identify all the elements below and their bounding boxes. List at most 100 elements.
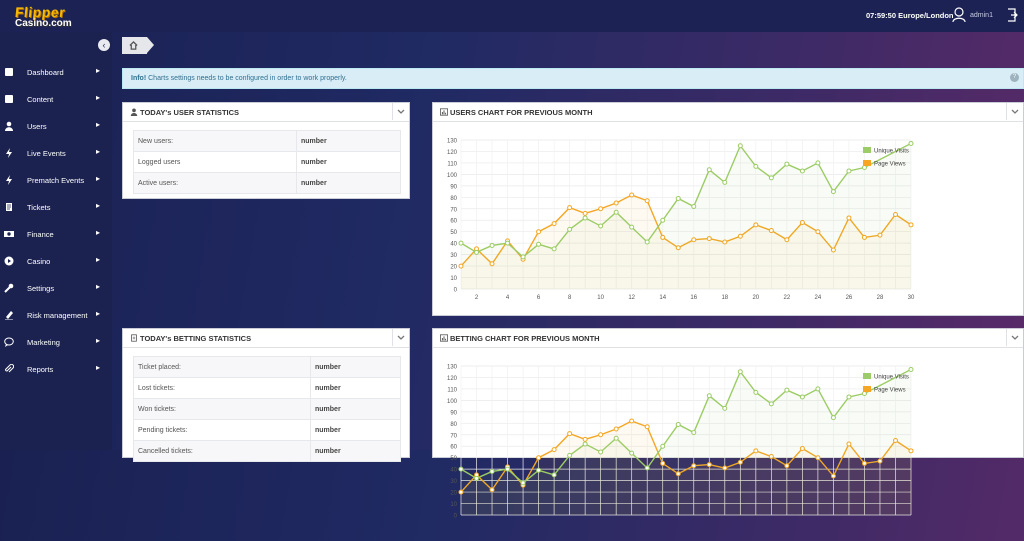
- panel-header: TODAY's BETTING STATISTICS: [123, 329, 409, 348]
- breadcrumb-home[interactable]: [122, 37, 147, 54]
- x-tick-label: 16: [690, 295, 697, 301]
- series-point: [784, 161, 790, 167]
- chevron-down-icon: [397, 109, 405, 114]
- y-tick-label: 70: [450, 207, 457, 213]
- chevron-right-icon: ▸: [96, 201, 101, 210]
- series-point: [567, 205, 573, 211]
- x-tick-label: 4: [506, 295, 510, 301]
- speech-bubble-icon: [4, 337, 14, 347]
- user-avatar-icon[interactable]: [952, 7, 966, 23]
- series-point: [722, 179, 728, 185]
- table-row: Pending tickets: number: [133, 419, 401, 441]
- series-point: [613, 435, 619, 441]
- series-point: [737, 143, 743, 149]
- series-point: [892, 212, 898, 217]
- x-tick-label: 12: [628, 295, 635, 301]
- table-row: Cancelled tickets: number: [133, 440, 401, 462]
- table-row: Lost tickets: number: [133, 377, 401, 399]
- panel-collapse-button[interactable]: [1006, 329, 1023, 346]
- series-point: [613, 426, 619, 432]
- y-tick-label: 30: [450, 479, 457, 485]
- logo-line2: Casino.com: [15, 18, 72, 29]
- series-point: [722, 405, 728, 411]
- series-point: [861, 165, 867, 171]
- stat-value: number: [310, 356, 401, 378]
- document-icon: [131, 334, 137, 342]
- y-tick-label: 110: [447, 161, 457, 167]
- sidebar-collapse-button[interactable]: ‹: [98, 39, 110, 51]
- series-line: [460, 142, 912, 258]
- chevron-right-icon: ▸: [96, 66, 101, 75]
- bar-chart-icon: [440, 334, 448, 342]
- user-icon: [130, 108, 138, 116]
- sidebar-item-marketing[interactable]: Marketing ▸: [0, 329, 112, 356]
- series-point: [784, 387, 790, 393]
- y-tick-label: 50: [450, 230, 457, 236]
- sidebar-item-tickets[interactable]: Tickets ▸: [0, 194, 112, 221]
- series-point: [629, 192, 635, 198]
- sidebar-item-live-events[interactable]: Live Events ▸: [0, 140, 112, 167]
- panel-title: TODAY's USER STATISTICS: [140, 108, 240, 117]
- series-point: [629, 418, 635, 424]
- info-help-icon[interactable]: ?: [1010, 73, 1019, 82]
- y-tick-label: 30: [450, 253, 457, 259]
- sidebar-item-settings[interactable]: Settings ▸: [0, 275, 112, 302]
- sidebar-item-label: Prematch Events: [27, 176, 85, 185]
- series-point: [458, 263, 464, 269]
- sidebar-item-prematch-events[interactable]: Prematch Events ▸: [0, 167, 112, 194]
- series-point: [660, 443, 666, 449]
- series-point: [861, 234, 867, 240]
- y-tick-label: 90: [450, 184, 457, 190]
- panel-collapse-button[interactable]: [392, 103, 409, 120]
- y-tick-label: 70: [450, 433, 457, 439]
- y-tick-label: 100: [447, 173, 458, 179]
- sidebar-item-reports[interactable]: Reports ▸: [0, 356, 112, 383]
- sidebar-item-label: Tickets: [27, 203, 51, 212]
- series-point: [644, 424, 650, 430]
- info-label: Info!: [131, 75, 147, 82]
- series-point: [877, 232, 883, 238]
- series-point: [815, 386, 821, 392]
- sidebar-item-users[interactable]: Users ▸: [0, 113, 112, 140]
- sidebar-item-risk-management[interactable]: Risk management ▸: [0, 302, 112, 329]
- sidebar-item-dashboard[interactable]: Dashboard ▸: [0, 59, 112, 86]
- sidebar-item-finance[interactable]: Finance ▸: [0, 221, 112, 248]
- book-icon: [5, 68, 13, 76]
- home-icon: [129, 41, 138, 50]
- legend-swatch: [863, 373, 871, 379]
- series-point: [846, 394, 852, 400]
- username[interactable]: admin1: [970, 12, 993, 19]
- stat-value: number: [296, 130, 401, 152]
- panel-collapse-button[interactable]: [1006, 103, 1023, 120]
- logout-icon[interactable]: [1006, 7, 1018, 23]
- bar-chart-icon: [440, 108, 448, 116]
- x-tick-label: 8: [568, 295, 572, 301]
- panel-collapse-button[interactable]: [392, 329, 409, 346]
- y-tick-label: 10: [450, 502, 457, 508]
- series-point: [846, 215, 852, 221]
- stat-value: number: [310, 419, 401, 441]
- play-circle-icon: [4, 256, 14, 266]
- logo[interactable]: Flipper Casino.com: [13, 4, 95, 29]
- series-point: [567, 452, 573, 458]
- series-point: [644, 239, 650, 245]
- ticket-icon: [6, 203, 12, 211]
- series-point: [691, 237, 697, 243]
- series-point: [613, 209, 619, 215]
- chevron-right-icon: ▸: [96, 174, 101, 183]
- x-tick-label: 14: [659, 295, 666, 301]
- chevron-right-icon: ▸: [96, 336, 101, 345]
- series-point: [706, 393, 712, 399]
- x-tick-label: 26: [846, 295, 853, 301]
- series-point: [629, 450, 635, 456]
- stat-label: Won tickets:: [133, 398, 311, 420]
- sidebar-item-label: Settings: [27, 284, 55, 293]
- sidebar-item-casino[interactable]: Casino ▸: [0, 248, 112, 275]
- series-point: [644, 198, 650, 204]
- y-tick-label: 80: [450, 422, 457, 428]
- series-line: [460, 194, 912, 267]
- x-tick-label: 28: [877, 295, 884, 301]
- stat-value: number: [310, 398, 401, 420]
- table-row: New users: number: [133, 130, 401, 152]
- sidebar-item-content[interactable]: Content ▸: [0, 86, 112, 113]
